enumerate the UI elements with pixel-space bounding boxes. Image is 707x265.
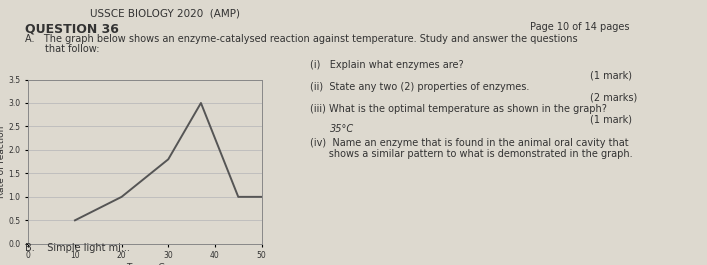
X-axis label: Temp oC: Temp oC [126, 263, 164, 265]
Text: that follow:: that follow: [45, 44, 100, 54]
Text: (i)   Explain what enzymes are?: (i) Explain what enzymes are? [310, 60, 464, 70]
Text: (2 marks): (2 marks) [590, 92, 637, 102]
Text: USSCE BIOLOGY 2020  (AMP): USSCE BIOLOGY 2020 (AMP) [90, 8, 240, 18]
Text: 35°C: 35°C [330, 124, 354, 134]
Text: (1 mark): (1 mark) [590, 114, 632, 124]
Text: (ii)  State any two (2) properties of enzymes.: (ii) State any two (2) properties of enz… [310, 82, 530, 92]
Text: A.   The graph below shows an enzyme-catalysed reaction against temperature. Stu: A. The graph below shows an enzyme-catal… [25, 34, 578, 44]
Text: Page 10 of 14 pages: Page 10 of 14 pages [530, 22, 629, 32]
Text: (iii) What is the optimal temperature as shown in the graph?: (iii) What is the optimal temperature as… [310, 104, 607, 114]
Y-axis label: Rate of reaction: Rate of reaction [0, 125, 6, 198]
Text: QUESTION 36: QUESTION 36 [25, 22, 119, 35]
Text: B.    Simple light mi...: B. Simple light mi... [25, 243, 130, 253]
Text: (iv)  Name an enzyme that is found in the animal oral cavity that: (iv) Name an enzyme that is found in the… [310, 138, 629, 148]
Text: (1 mark): (1 mark) [590, 70, 632, 80]
Text: shows a similar pattern to what is demonstrated in the graph.: shows a similar pattern to what is demon… [310, 149, 633, 159]
